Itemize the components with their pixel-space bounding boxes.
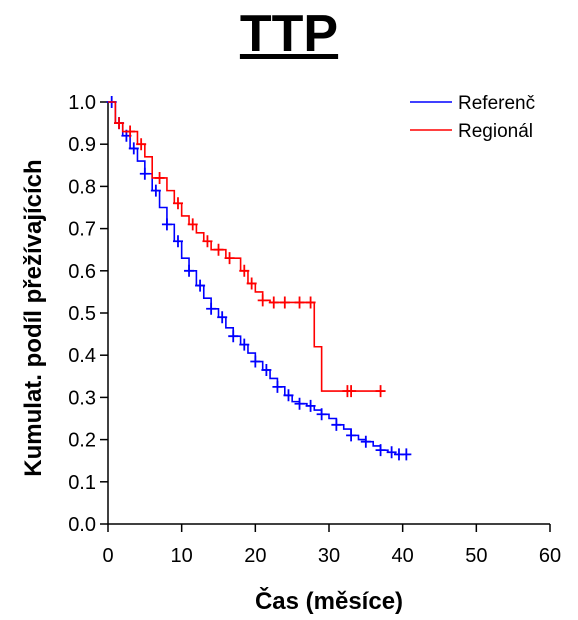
survival-curve [108,101,411,456]
censor-mark [125,125,136,138]
y-tick-label: 0.2 [68,430,96,452]
y-tick-label: 0.8 [68,176,96,198]
censor-mark [401,448,412,461]
censor-mark [128,142,139,155]
censor-mark [257,294,268,307]
censor-mark [154,171,165,184]
censor-mark [272,380,283,393]
censor-mark [268,296,279,309]
censor-mark [294,296,305,309]
censor-mark [114,117,125,130]
series-layer [106,96,412,461]
x-tick-label: 60 [539,545,561,567]
censor-mark [239,264,250,277]
y-tick-label: 1.0 [68,92,96,114]
censor-mark [213,243,224,256]
censor-mark [305,399,316,412]
x-axis-label: Čas (měsíce) [254,588,404,615]
censor-mark [346,385,357,398]
censor-mark [375,385,386,398]
censor-mark [346,429,357,442]
censor-mark [279,296,290,309]
censor-mark [136,138,147,151]
y-tick-label: 0.4 [68,345,96,367]
censor-mark [316,408,327,421]
censor-mark [386,446,397,459]
legend-label: Referenč [458,93,535,114]
censor-mark [172,197,183,210]
censor-mark [150,184,161,197]
y-tick-label: 0.5 [68,303,96,325]
censor-mark [375,444,386,457]
censor-mark [239,338,250,351]
series-0 [106,96,412,461]
legend-label: Regionál [458,121,533,142]
censor-mark [224,252,235,265]
axes: 0 10 20 30 40 50 60 0.0 0.1 0.2 0.3 0.4 0.5 0.6 0.7 0.8… [68,92,561,567]
censor-mark [139,167,150,180]
censor-mark [161,218,172,231]
censor-mark [294,397,305,410]
censor-mark [217,311,228,324]
y-tick-label: 0.3 [68,387,96,409]
censor-mark [246,277,257,290]
y-tick-label: 0.7 [68,219,96,241]
x-tick-label: 50 [465,545,487,567]
y-axis-label: Kumulat. podíl přežívajících [20,159,47,477]
censor-mark [305,296,316,309]
y-tick-label: 0.6 [68,261,96,283]
censor-mark [172,235,183,248]
censor-mark [228,330,239,343]
chart-title: TTP [239,5,339,63]
censor-mark [331,418,342,431]
x-tick-label: 30 [318,545,340,567]
legend: Referenč Regionál [410,93,535,142]
censor-mark [195,279,206,292]
censor-mark [184,264,195,277]
censor-mark [283,389,294,402]
censor-mark [360,435,371,448]
censor-mark [250,355,261,368]
x-tick-label: 0 [102,545,113,567]
censor-mark [187,218,198,231]
y-tick-label: 0.1 [68,472,96,494]
censor-mark [206,302,217,315]
x-tick-label: 40 [392,545,414,567]
censor-mark [261,363,272,376]
y-tick-label: 0.9 [68,134,96,156]
y-tick-label: 0.0 [68,514,96,536]
series-1 [108,101,386,398]
censor-mark [202,235,213,248]
x-tick-label: 10 [171,545,193,567]
x-tick-label: 20 [244,545,266,567]
